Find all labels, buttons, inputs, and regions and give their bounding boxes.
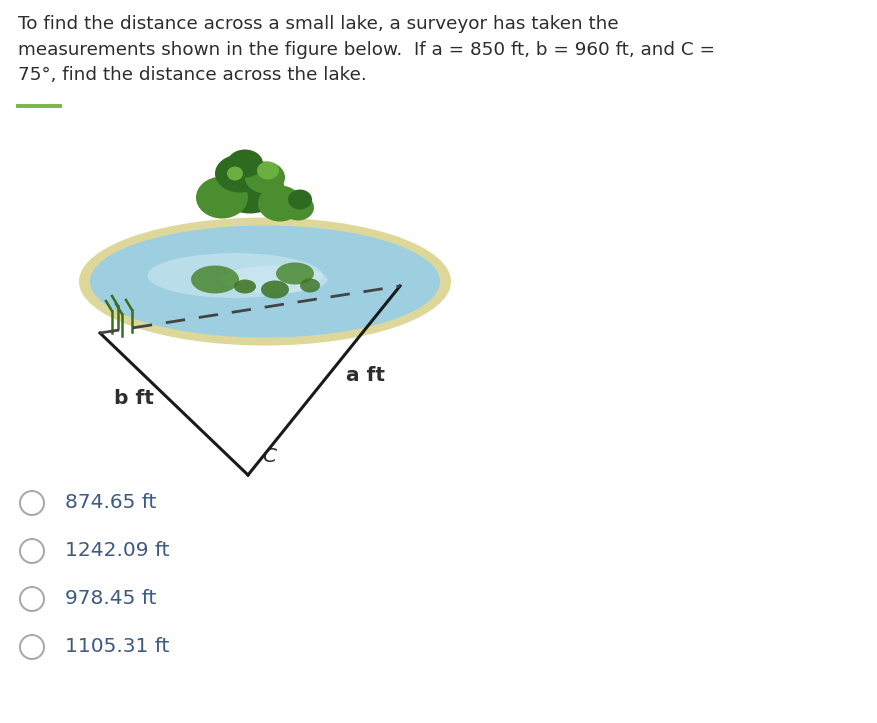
Ellipse shape (147, 253, 322, 298)
Ellipse shape (215, 155, 265, 192)
Ellipse shape (234, 280, 256, 294)
Ellipse shape (300, 278, 319, 293)
Text: To find the distance across a small lake, a surveyor has taken the
measurements : To find the distance across a small lake… (18, 15, 714, 85)
Ellipse shape (222, 265, 327, 294)
Text: 1242.09 ft: 1242.09 ft (65, 542, 169, 560)
Ellipse shape (245, 161, 285, 194)
Ellipse shape (191, 265, 239, 294)
Ellipse shape (227, 166, 243, 181)
Ellipse shape (79, 218, 451, 346)
Text: a ft: a ft (346, 366, 385, 385)
Ellipse shape (258, 186, 302, 221)
Text: 874.65 ft: 874.65 ft (65, 494, 156, 513)
Ellipse shape (216, 161, 283, 213)
Ellipse shape (196, 176, 247, 218)
Text: C: C (261, 448, 275, 466)
Ellipse shape (275, 262, 314, 284)
Ellipse shape (90, 226, 439, 338)
Ellipse shape (227, 150, 263, 178)
Ellipse shape (282, 194, 314, 221)
Ellipse shape (257, 161, 279, 179)
Ellipse shape (260, 281, 289, 299)
Text: b ft: b ft (114, 390, 153, 408)
Ellipse shape (288, 189, 311, 210)
Text: 1105.31 ft: 1105.31 ft (65, 638, 169, 656)
Text: 978.45 ft: 978.45 ft (65, 589, 156, 609)
